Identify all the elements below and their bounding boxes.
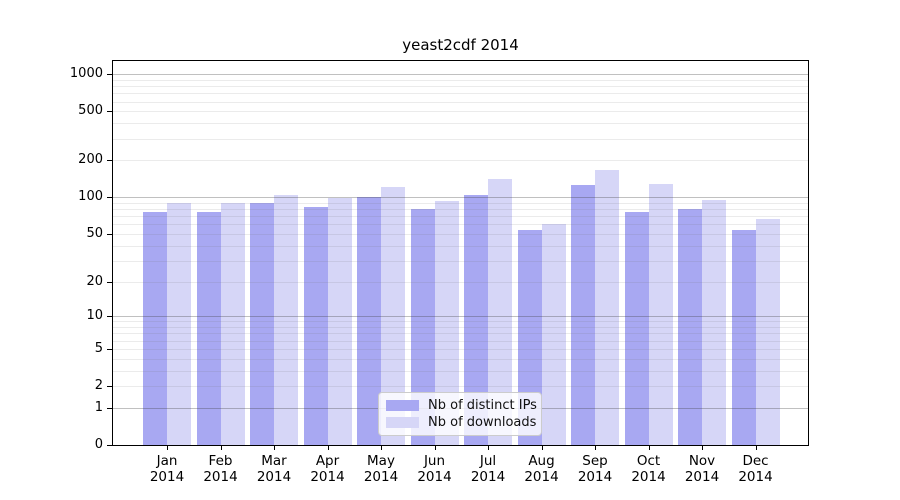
x-label-year: 2014 <box>417 469 452 485</box>
legend-label-distinct-ips: Nb of distinct IPs <box>428 398 537 413</box>
x-label-year: 2014 <box>149 469 185 485</box>
x-label-month: Apr <box>315 453 340 469</box>
legend: Nb of distinct IPs Nb of downloads <box>378 392 542 436</box>
legend-item-distinct-ips: Nb of distinct IPs <box>386 397 537 414</box>
y-tick-20 <box>107 281 112 283</box>
x-label-year: 2014 <box>631 469 666 485</box>
x-label-month: Mar <box>261 453 287 469</box>
x-label-month: Jul <box>479 453 497 469</box>
bar-downloads-sep <box>595 169 619 445</box>
y-tick-2 <box>107 386 112 388</box>
bar-downloads-nov <box>702 200 726 445</box>
x-label-year: 2014 <box>203 469 238 485</box>
y-tick-label-500: 500 <box>78 103 103 119</box>
x-label-year: 2014 <box>256 469 292 485</box>
x-tick-jul <box>488 445 489 450</box>
chart-title: yeast2cdf 2014 <box>402 36 519 54</box>
x-tick-aug <box>541 445 543 450</box>
y-tick-200 <box>107 160 112 162</box>
x-tick-nov <box>702 445 703 450</box>
bar-distinct-ips-feb <box>196 211 221 445</box>
x-tick-label-dec: Dec 2014 <box>724 453 788 485</box>
x-tick-label-nov: Nov 2014 <box>670 453 734 485</box>
x-tick-label-apr: Apr 2014 <box>296 453 360 485</box>
y-tick-label-20: 20 <box>86 273 103 289</box>
x-tick-feb <box>220 445 222 450</box>
legend-item-downloads: Nb of downloads <box>386 414 537 431</box>
x-label-year: 2014 <box>310 469 345 485</box>
y-tick-10 <box>107 316 112 318</box>
y-tick-50 <box>107 233 112 235</box>
x-label-year: 2014 <box>524 469 559 485</box>
legend-swatch-downloads <box>386 417 419 428</box>
x-label-month: Sep <box>582 453 608 469</box>
x-label-year: 2014 <box>363 469 399 485</box>
x-tick-label-sep: Sep 2014 <box>563 453 627 485</box>
bar-distinct-ips-jan <box>143 211 167 445</box>
bar-distinct-ips-may <box>357 197 381 445</box>
x-label-month: Dec <box>742 453 769 469</box>
x-tick-jun <box>434 445 436 450</box>
x-label-year: 2014 <box>684 469 720 485</box>
x-tick-may <box>381 445 382 450</box>
x-tick-label-jan: Jan 2014 <box>135 453 199 485</box>
bar-downloads-feb <box>220 202 245 445</box>
bar-distinct-ips-dec <box>731 229 756 445</box>
bars-layer <box>113 61 808 445</box>
y-tick-label-50: 50 <box>86 225 103 241</box>
legend-label-downloads: Nb of downloads <box>428 415 537 430</box>
x-tick-label-mar: Mar 2014 <box>242 453 306 485</box>
x-label-month: Aug <box>528 453 555 469</box>
x-tick-jan <box>167 445 168 450</box>
y-tick-label-1: 1 <box>94 399 103 415</box>
x-label-month: Feb <box>208 453 233 469</box>
x-tick-label-oct: Oct 2014 <box>617 453 681 485</box>
y-tick-1000 <box>107 74 112 76</box>
bar-distinct-ips-oct <box>624 211 649 445</box>
y-tick-1 <box>107 407 112 409</box>
y-tick-label-5: 5 <box>94 340 103 356</box>
x-label-month: Oct <box>636 453 661 469</box>
bar-downloads-jan <box>167 202 191 445</box>
x-tick-sep <box>595 445 596 450</box>
bar-downloads-oct <box>648 184 673 445</box>
bar-downloads-dec <box>755 219 780 445</box>
y-tick-5 <box>107 348 112 350</box>
y-tick-label-200: 200 <box>78 152 103 168</box>
x-tick-label-aug: Aug 2014 <box>510 453 574 485</box>
x-label-year: 2014 <box>470 469 506 485</box>
x-tick-label-jul: Jul 2014 <box>456 453 520 485</box>
x-label-month: Nov <box>688 453 716 469</box>
x-tick-label-may: May 2014 <box>349 453 413 485</box>
bar-distinct-ips-nov <box>678 209 702 445</box>
bar-distinct-ips-apr <box>303 207 328 445</box>
x-tick-label-feb: Feb 2014 <box>189 453 253 485</box>
bar-distinct-ips-mar <box>250 202 274 445</box>
bar-downloads-aug <box>541 224 566 445</box>
y-tick-label-100: 100 <box>78 189 103 205</box>
x-label-month: Jan <box>156 453 178 469</box>
y-tick-100 <box>107 197 112 199</box>
bar-downloads-apr <box>327 198 352 445</box>
x-tick-label-jun: Jun 2014 <box>403 453 467 485</box>
x-label-year: 2014 <box>738 469 773 485</box>
y-tick-label-2: 2 <box>94 378 103 394</box>
y-tick-0 <box>107 445 112 446</box>
x-tick-apr <box>327 445 329 450</box>
bar-downloads-mar <box>274 194 298 445</box>
y-tick-label-0: 0 <box>94 437 103 452</box>
x-tick-dec <box>755 445 757 450</box>
legend-swatch-distinct-ips <box>386 400 419 411</box>
bar-distinct-ips-sep <box>571 184 595 445</box>
y-tick-label-1000: 1000 <box>69 66 103 82</box>
y-tick-label-10: 10 <box>86 308 103 324</box>
x-tick-mar <box>274 445 275 450</box>
plot-area: 0 1 2 5 10 20 50 100 200 500 1000 Jan 2014 Feb 2014 Mar… <box>70 60 809 485</box>
x-tick-oct <box>648 445 650 450</box>
x-label-month: May <box>367 453 395 469</box>
x-label-year: 2014 <box>577 469 613 485</box>
x-label-month: Jun <box>423 453 446 469</box>
y-tick-500 <box>107 111 112 113</box>
